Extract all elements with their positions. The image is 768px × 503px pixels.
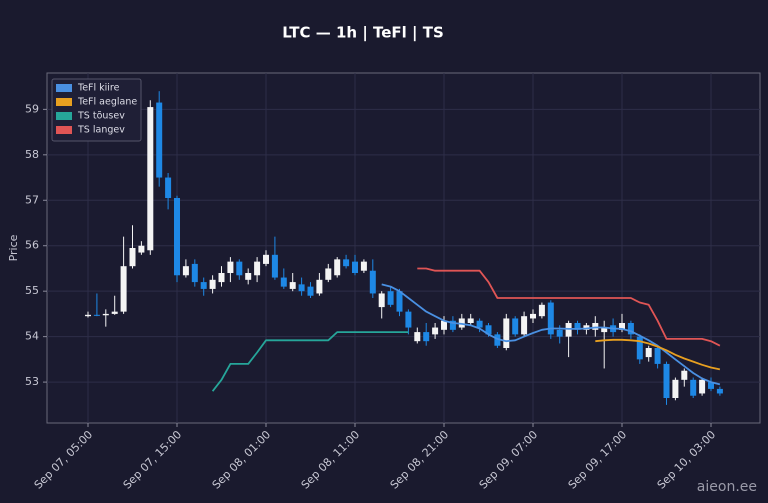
legend-label: TS langev <box>77 125 125 136</box>
candle-body <box>476 320 483 328</box>
y-axis-label: Price <box>7 234 20 261</box>
legend-label: TeFl aeglane <box>77 97 137 108</box>
y-tick-label: 57 <box>25 193 39 206</box>
candle-body <box>405 311 412 328</box>
candle-body <box>316 279 323 294</box>
candle-body <box>521 316 528 335</box>
candle-body <box>280 277 287 287</box>
candle-body <box>147 107 154 251</box>
candle-body <box>298 284 305 292</box>
candle-body <box>449 320 456 330</box>
candle-body <box>236 261 243 276</box>
candle-body <box>387 291 394 305</box>
legend-swatch <box>56 84 72 92</box>
candle-body <box>538 304 545 317</box>
candle-body <box>200 282 207 289</box>
candle-body <box>307 286 314 296</box>
candle-body <box>352 261 358 273</box>
candle-body <box>565 323 572 337</box>
candle-body <box>716 388 723 394</box>
y-tick-label: 54 <box>25 330 39 343</box>
candle-body <box>485 325 492 335</box>
candle-body <box>254 261 261 276</box>
candle-body <box>111 311 118 314</box>
candle-body <box>85 314 91 317</box>
candle-body <box>690 379 697 396</box>
candle-body <box>289 282 296 289</box>
candle-body <box>619 323 625 330</box>
candle-body <box>263 254 269 264</box>
candle-body <box>156 102 163 178</box>
candle-body <box>663 363 670 398</box>
candle-body <box>378 293 385 308</box>
candle-body <box>227 261 234 273</box>
candle-body <box>645 348 652 358</box>
indicator-line <box>417 267 721 347</box>
legend-label: TeFl kiire <box>77 83 120 94</box>
indicator-line <box>595 338 721 371</box>
candle-body <box>708 382 714 389</box>
candle-body <box>191 263 198 283</box>
candle-body <box>165 177 172 198</box>
candle-body <box>592 323 599 330</box>
candle-body <box>325 268 332 280</box>
candle-body <box>556 329 563 337</box>
candle-body <box>530 313 536 319</box>
candle-body <box>245 273 252 280</box>
candle-body <box>512 318 519 335</box>
candle-body <box>209 279 216 289</box>
legend: TeFl kiire TeFl aeglane TS tõusev TS langev <box>51 78 142 142</box>
y-tick-label: 59 <box>25 102 39 115</box>
candle-body <box>414 332 421 342</box>
candle-body <box>369 270 376 294</box>
candle-body <box>627 323 634 335</box>
candle-body <box>547 302 554 335</box>
candle-body <box>503 318 510 348</box>
candle-body <box>636 336 643 360</box>
candle-body <box>654 348 661 364</box>
legend-label: TS tõusev <box>77 111 125 122</box>
candle-body <box>672 379 679 398</box>
legend-swatch <box>56 112 72 120</box>
marks <box>85 91 723 405</box>
candle-body <box>360 261 367 271</box>
candle-body <box>102 313 109 316</box>
candle-body <box>138 245 145 253</box>
y-tick-label: 56 <box>25 239 39 252</box>
chart-title: LTC — 1h | TeFl | TS <box>282 24 444 43</box>
legend-swatch <box>56 126 72 134</box>
candle-body <box>601 327 608 333</box>
y-tick-label: 55 <box>25 284 39 297</box>
candle-body <box>681 370 688 380</box>
candle-body <box>218 273 225 283</box>
candle-body <box>396 291 403 312</box>
candle-body <box>583 325 590 330</box>
candle-body <box>441 320 447 330</box>
candle-body <box>174 198 180 276</box>
candle-body <box>423 332 430 342</box>
candle-body <box>129 248 136 267</box>
candle-body <box>467 318 474 323</box>
watermark: aieon.ee <box>697 479 757 495</box>
candle-body <box>432 327 439 335</box>
indicator-line <box>211 331 409 392</box>
y-tick-label: 58 <box>25 148 39 161</box>
indicator-line <box>381 283 721 386</box>
candle-body <box>574 323 581 330</box>
legend-box <box>51 78 142 142</box>
candle-body <box>494 334 501 346</box>
candle-body <box>334 259 341 276</box>
candle-body <box>699 379 706 394</box>
candle-body <box>93 314 100 316</box>
candle-body <box>120 266 127 312</box>
candle-body <box>182 266 189 276</box>
plot-area <box>46 72 761 424</box>
legend-swatch <box>56 98 72 106</box>
y-tick-label: 53 <box>25 375 39 388</box>
candle-body <box>271 254 278 278</box>
candle-body <box>343 259 350 267</box>
